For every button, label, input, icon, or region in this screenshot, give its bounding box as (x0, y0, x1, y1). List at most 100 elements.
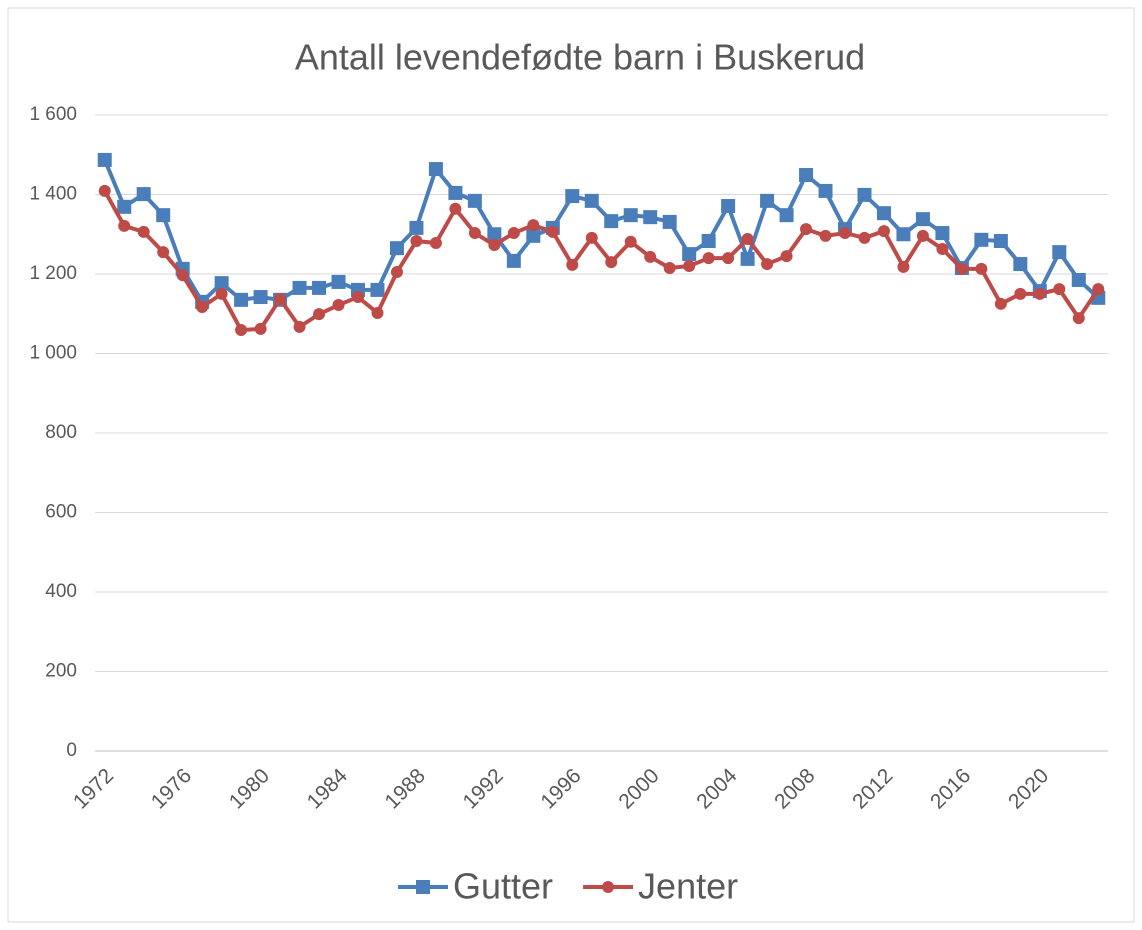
point (467, 193, 482, 208)
point (876, 206, 891, 221)
point (214, 276, 229, 291)
point (857, 187, 872, 202)
point (117, 199, 132, 214)
point (799, 168, 814, 183)
point (312, 280, 327, 295)
point (896, 227, 911, 242)
point (1014, 287, 1027, 300)
point (584, 193, 599, 208)
point (488, 238, 501, 251)
point (839, 227, 852, 240)
point (448, 185, 463, 200)
point (331, 274, 346, 289)
point (215, 287, 228, 300)
point (136, 187, 151, 202)
point (741, 233, 754, 246)
point (740, 251, 755, 266)
y-tick-label: 0 (66, 740, 77, 761)
point (370, 282, 385, 297)
point (819, 229, 832, 242)
point (662, 214, 677, 229)
chart-title: Antall levendefødte barn i Buskerud (295, 37, 865, 78)
point (974, 232, 989, 247)
point (935, 226, 950, 241)
point (722, 252, 735, 265)
point (936, 242, 949, 255)
point (683, 260, 696, 273)
point (780, 250, 793, 263)
point (293, 320, 306, 333)
point (624, 235, 637, 248)
y-tick-label: 200 (45, 661, 77, 682)
point (98, 184, 111, 197)
point (702, 252, 715, 265)
legend-label: Gutter (453, 866, 553, 907)
y-tick-label: 1 600 (29, 104, 77, 125)
point (643, 210, 658, 225)
point (994, 297, 1007, 310)
point (566, 258, 579, 271)
point (235, 324, 248, 337)
series-line (102, 159, 1100, 304)
point (975, 262, 988, 275)
point (351, 291, 364, 304)
point (292, 280, 307, 295)
point (196, 300, 209, 313)
legend-label: Jenter (638, 866, 738, 907)
point (1072, 312, 1085, 325)
point (156, 208, 171, 223)
point (546, 225, 559, 238)
point (507, 227, 520, 240)
point (915, 212, 930, 227)
point (389, 241, 404, 256)
point (604, 214, 619, 229)
point (527, 219, 540, 232)
point (506, 253, 521, 268)
point (118, 219, 131, 232)
point (993, 234, 1008, 249)
chart-border (7, 7, 1135, 923)
point (760, 193, 775, 208)
point (1071, 272, 1086, 287)
legend-marker (602, 881, 615, 893)
point (429, 236, 442, 249)
point (97, 152, 112, 167)
point (468, 227, 481, 240)
point (897, 260, 910, 273)
point (663, 262, 676, 275)
point (585, 231, 598, 244)
point (682, 247, 697, 262)
point (605, 256, 618, 269)
point (644, 250, 657, 263)
point (701, 234, 716, 249)
point (332, 299, 345, 312)
point (409, 220, 424, 235)
point (234, 292, 249, 307)
point (877, 225, 890, 238)
point (487, 227, 502, 242)
point (565, 189, 580, 204)
y-tick-label: 1 000 (29, 343, 77, 364)
point (1053, 283, 1066, 296)
legend-marker (416, 880, 430, 894)
point (253, 290, 268, 305)
point (800, 223, 813, 236)
point (371, 306, 384, 319)
point (779, 208, 794, 223)
point (955, 262, 968, 275)
point (176, 269, 189, 282)
point (274, 293, 287, 306)
y-tick-label: 600 (45, 502, 77, 523)
y-tick-label: 1 400 (29, 184, 77, 205)
y-tick-label: 400 (45, 581, 77, 602)
point (858, 231, 871, 244)
point (1092, 283, 1105, 296)
point (818, 183, 833, 198)
y-tick-label: 800 (45, 422, 77, 443)
point (428, 162, 443, 177)
point (157, 246, 170, 259)
point (916, 229, 929, 242)
series-line (102, 189, 1100, 333)
point (390, 266, 403, 279)
